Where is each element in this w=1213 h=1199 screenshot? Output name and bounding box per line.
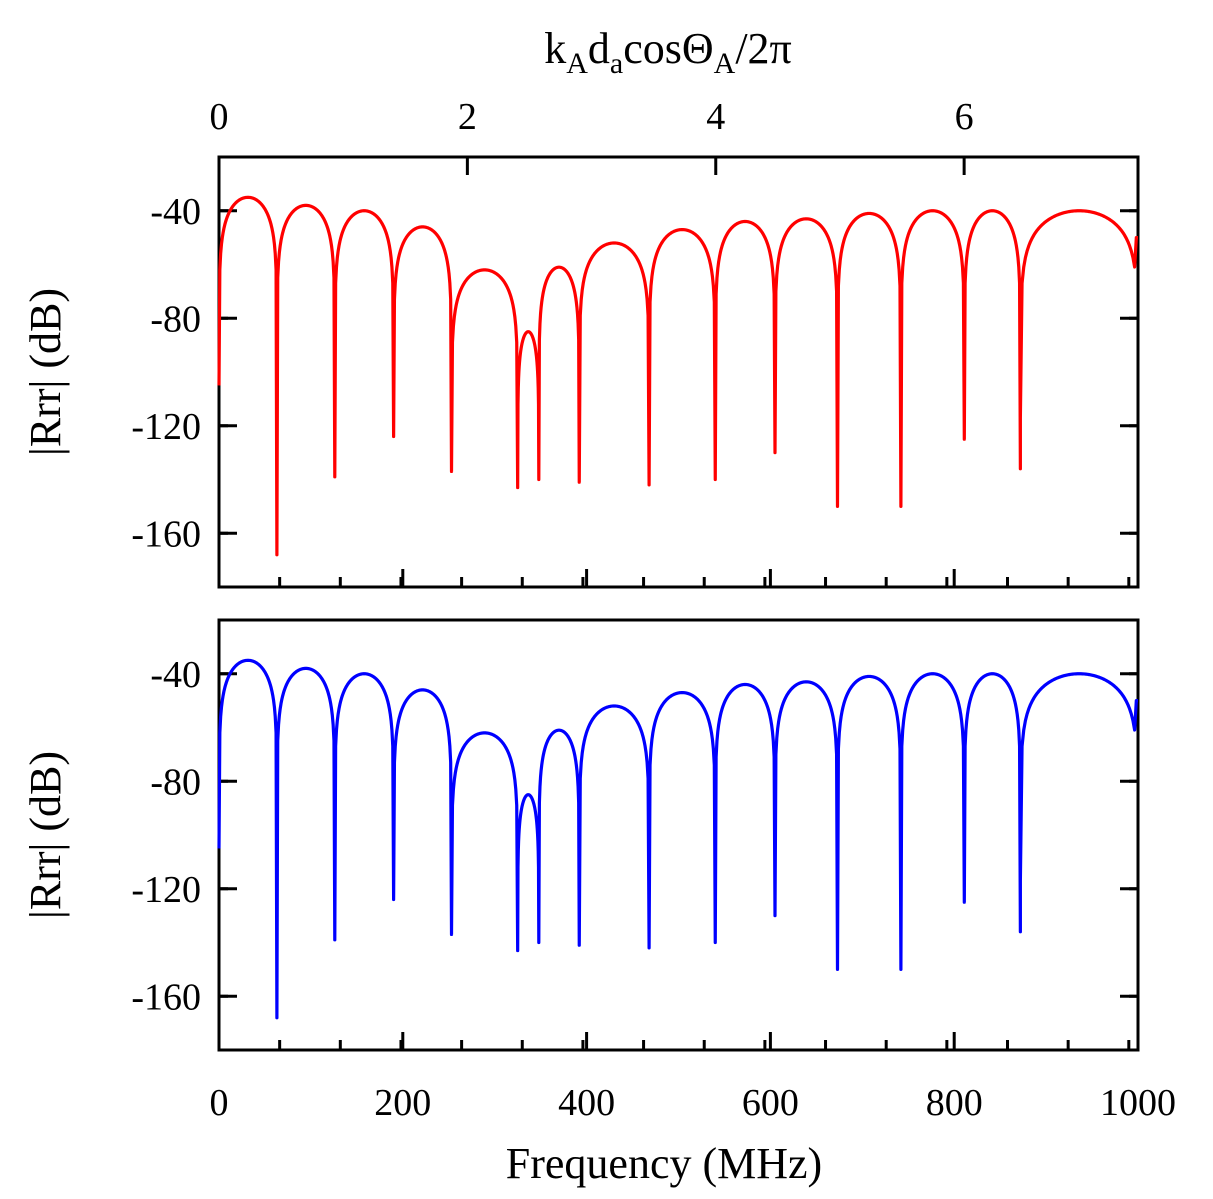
top-axis-title-part-2: d <box>588 24 610 73</box>
top-y-axis-title: |Rrr| (dB) <box>21 288 70 456</box>
x-tick-label: 600 <box>742 1082 799 1124</box>
top-axis-tick-label: 0 <box>210 96 229 138</box>
y-tick-label: -40 <box>150 191 201 233</box>
y-tick-label: -40 <box>150 654 201 696</box>
red-rrr-line <box>217 195 1138 557</box>
y-tick-label: -160 <box>131 976 201 1018</box>
y-tick-label: -120 <box>131 406 201 448</box>
x-tick-label: 200 <box>374 1082 431 1124</box>
top-axis-title-sub-2: a <box>610 47 623 80</box>
blue-rrr-line <box>217 658 1138 1020</box>
y-tick-label: -120 <box>131 869 201 911</box>
y-tick-label: -160 <box>131 513 201 555</box>
y-tick-label: -80 <box>150 761 201 803</box>
bottom-series <box>217 658 1138 1020</box>
top-axis-title-part-3: cosΘ <box>623 24 713 73</box>
top-series <box>217 195 1138 557</box>
top-axis-title: kAdacosΘA/2π <box>544 24 792 80</box>
top-axis-tick-label: 4 <box>706 96 725 138</box>
x-tick-label: 0 <box>210 1082 229 1124</box>
x-tick-label: 400 <box>558 1082 615 1124</box>
bottom-axis-ticks: -40 -80 -120 -160 0 200 400 600 800 1000 <box>131 654 1176 1124</box>
top-axis-title-part-1: k <box>544 24 566 73</box>
x-axis-title: Frequency (MHz) <box>506 1139 822 1188</box>
bottom-panel: -40 -80 -120 -160 0 200 400 600 800 1000 |Rrr| (d… <box>21 618 1176 1188</box>
top-axis-ticks: -40 -80 -120 -160 0 2 4 6 <box>131 96 1140 587</box>
top-axis-title-part-4: /2π <box>735 24 791 73</box>
top-axis-tick-label: 2 <box>458 96 477 138</box>
x-tick-label: 1000 <box>1100 1082 1176 1124</box>
y-tick-label: -80 <box>150 298 201 340</box>
top-axis-tick-label: 6 <box>955 96 974 138</box>
top-axis-title-sub-3: A <box>714 47 736 80</box>
bottom-y-axis-title: |Rrr| (dB) <box>21 751 70 919</box>
x-tick-label: 800 <box>926 1082 983 1124</box>
top-axis-title-sub-1: A <box>566 47 588 80</box>
